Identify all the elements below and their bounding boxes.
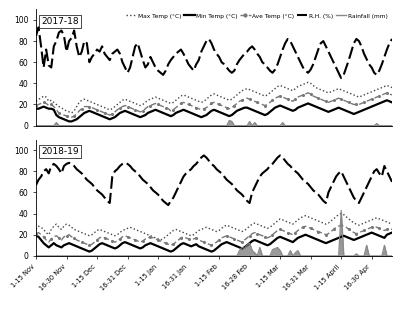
Text: 2018-19: 2018-19 <box>41 147 79 156</box>
Legend: Max Temp (°C), Min Temp (°C), Ave Temp (°C), R.H. (%), Rainfall (mm): Max Temp (°C), Min Temp (°C), Ave Temp (… <box>125 12 389 20</box>
Text: 2017-18: 2017-18 <box>41 17 79 26</box>
